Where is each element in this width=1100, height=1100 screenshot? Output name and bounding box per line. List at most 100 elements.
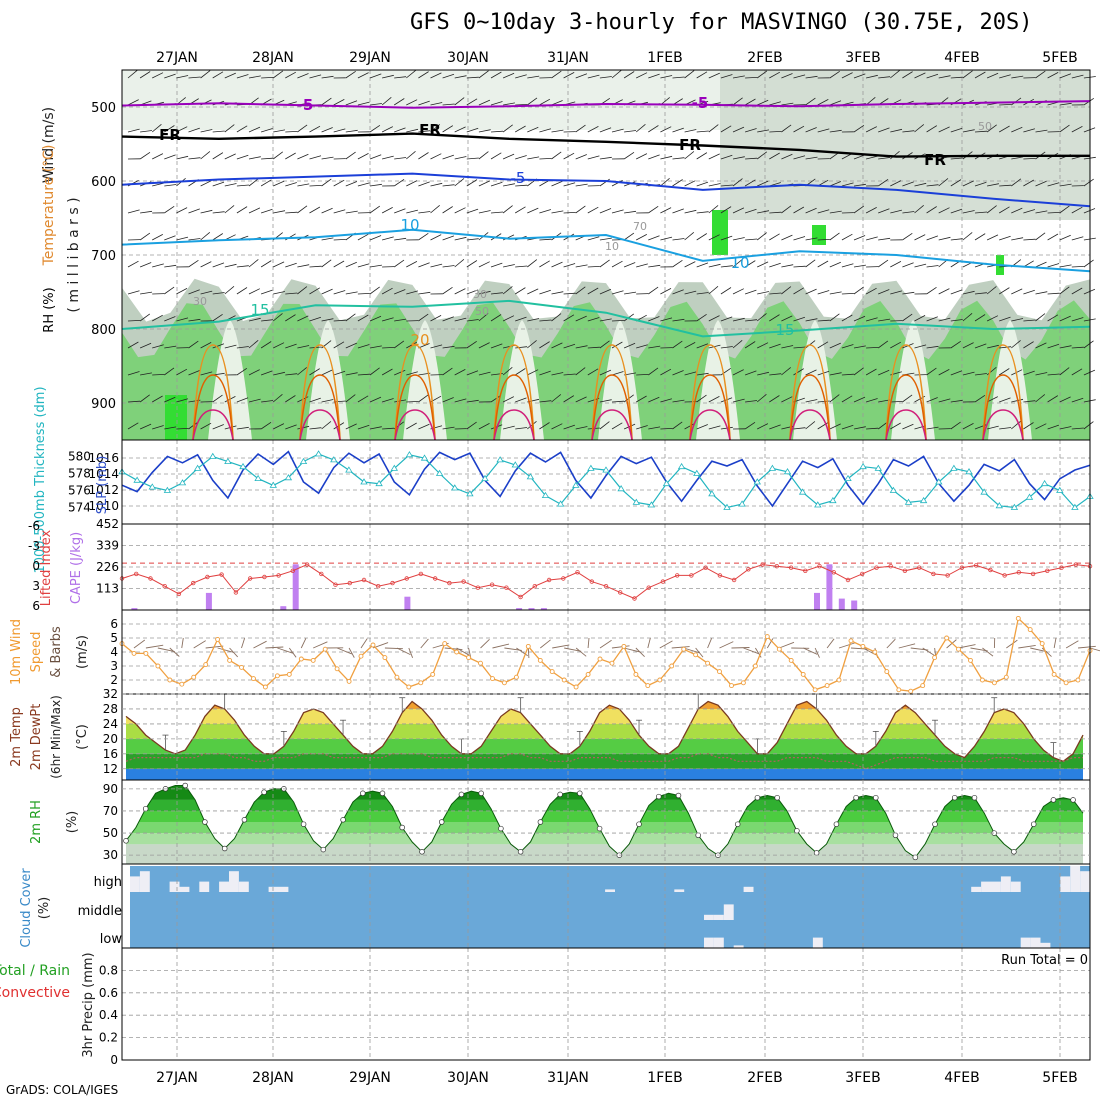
wind-barb bbox=[369, 103, 382, 106]
wind-barb bbox=[866, 155, 878, 160]
wind-barb bbox=[188, 259, 199, 268]
wind-barb bbox=[744, 98, 756, 106]
wind-barb bbox=[732, 207, 745, 214]
wind-barb bbox=[273, 291, 285, 295]
li-point bbox=[219, 572, 224, 577]
wind-barb bbox=[877, 340, 889, 349]
wind-speed-point bbox=[657, 677, 663, 683]
wind-barb bbox=[1035, 210, 1048, 214]
wind-barb bbox=[914, 234, 926, 241]
wind-barb bbox=[1023, 209, 1036, 214]
wind-barb bbox=[224, 183, 237, 187]
wind-barb bbox=[478, 423, 490, 430]
wind-barb bbox=[490, 71, 502, 79]
thickness-point bbox=[572, 481, 580, 488]
wind-barb bbox=[527, 369, 539, 376]
li-point bbox=[361, 577, 367, 583]
wind-barb bbox=[381, 126, 393, 133]
wind-barb bbox=[684, 290, 697, 295]
wind-barb bbox=[648, 396, 660, 403]
thickness-point bbox=[420, 454, 429, 461]
wind-barb bbox=[551, 291, 564, 295]
wind-speed-point bbox=[227, 657, 233, 663]
rh-patch bbox=[165, 395, 187, 440]
warm-isotherm bbox=[299, 374, 341, 441]
wind-speed-point bbox=[478, 660, 483, 666]
wind-barb bbox=[515, 397, 527, 403]
wind-barb bbox=[696, 372, 709, 376]
wind-barb bbox=[623, 232, 635, 241]
surface-wind-barb bbox=[611, 645, 630, 649]
thickness-point bbox=[284, 474, 293, 481]
surface-wind-barb bbox=[408, 647, 414, 658]
wind-barb bbox=[829, 261, 841, 268]
wind-speed-point bbox=[525, 643, 531, 649]
cloud-level-label: middle bbox=[78, 904, 122, 919]
wind-barb bbox=[285, 343, 297, 349]
li-point bbox=[774, 564, 779, 569]
cloud-cover-panel: high middle low Cloud Cover (%) bbox=[19, 863, 1091, 949]
wind-barb bbox=[744, 421, 756, 430]
wind-barb bbox=[890, 209, 902, 214]
pressure-tick-label: 700 bbox=[91, 249, 116, 264]
wind-barb bbox=[248, 339, 259, 349]
surface-wind-barb bbox=[384, 647, 403, 650]
wind-barb bbox=[236, 206, 248, 214]
li-point bbox=[646, 585, 651, 590]
warm-isotherm bbox=[885, 344, 927, 441]
wind-barb bbox=[309, 74, 322, 79]
wind-barb bbox=[248, 207, 261, 214]
slp-ylabel: SLP (mb) bbox=[95, 456, 110, 515]
wind-barb bbox=[418, 181, 430, 187]
wind-barb bbox=[466, 340, 477, 349]
surface-wind-barb bbox=[157, 647, 175, 653]
rh-ylabel-1: 2m RH bbox=[29, 800, 44, 844]
wind-barb bbox=[430, 72, 442, 79]
wind-barb bbox=[853, 367, 864, 376]
wind-barb bbox=[805, 259, 816, 268]
thickness-point bbox=[874, 464, 883, 471]
wind-barb bbox=[369, 154, 382, 160]
wind-barb bbox=[841, 314, 853, 322]
wind-barb bbox=[575, 426, 588, 430]
wind-barb bbox=[950, 399, 963, 403]
thickness-point bbox=[919, 496, 928, 504]
wind-barb bbox=[587, 287, 599, 295]
li-point bbox=[902, 568, 908, 573]
wind-speed-point bbox=[131, 650, 137, 656]
wind-barb bbox=[297, 73, 309, 79]
wind-barb bbox=[587, 206, 599, 214]
wind-barb bbox=[200, 151, 211, 160]
wind-barb bbox=[345, 210, 358, 214]
wind-barb bbox=[914, 124, 925, 133]
li-point bbox=[618, 590, 623, 595]
wind-barb bbox=[878, 237, 891, 241]
li-point bbox=[304, 562, 310, 567]
wind-barb bbox=[865, 126, 877, 133]
wind-barb bbox=[490, 130, 504, 133]
wind-barb bbox=[720, 287, 732, 295]
wind-barb bbox=[890, 401, 903, 403]
wind-barb bbox=[926, 184, 939, 187]
wind-barb bbox=[563, 152, 575, 160]
li-point bbox=[1045, 568, 1050, 573]
wind-barb bbox=[648, 154, 660, 160]
contour-label: FR bbox=[419, 121, 441, 139]
cloud-bar bbox=[981, 881, 991, 892]
surface-wind-barb bbox=[217, 647, 234, 653]
wind-barb bbox=[696, 343, 709, 349]
wind-barb bbox=[914, 182, 927, 187]
surface-wind-barb bbox=[886, 638, 896, 649]
wind-barb bbox=[720, 235, 733, 241]
wind-speed-point bbox=[717, 669, 722, 675]
li-point bbox=[831, 570, 836, 575]
wind-barb bbox=[442, 125, 454, 133]
li-point bbox=[447, 580, 452, 586]
wind-speed-point bbox=[262, 684, 268, 690]
contour-label: -5 bbox=[692, 94, 709, 112]
wind-tick-label: 4 bbox=[110, 645, 118, 659]
thickness-point bbox=[269, 481, 278, 488]
wind-barb bbox=[950, 127, 963, 133]
wind-barb bbox=[152, 344, 164, 349]
